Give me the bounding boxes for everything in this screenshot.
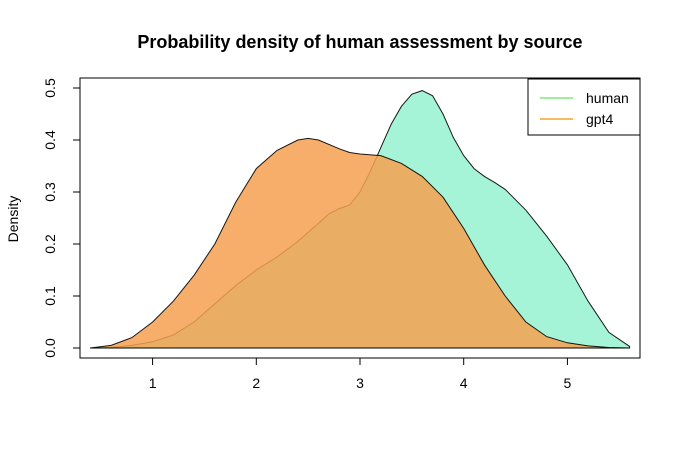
y-tick-label: 0.4 xyxy=(42,130,58,150)
y-tick-label: 0.2 xyxy=(42,234,58,254)
x-tick-label: 3 xyxy=(356,375,364,391)
x-tick-label: 5 xyxy=(564,375,572,391)
x-tick-label: 2 xyxy=(252,375,260,391)
legend: human gpt4 xyxy=(527,78,641,136)
y-tick-label: 0.1 xyxy=(42,286,58,306)
y-tick-label: 0.3 xyxy=(42,182,58,202)
legend-label-gpt4: gpt4 xyxy=(586,111,613,127)
density-area-gpt4 xyxy=(90,137,630,349)
y-tick-label: 0.5 xyxy=(42,78,58,98)
legend-box xyxy=(527,78,641,136)
x-tick-label: 4 xyxy=(460,375,468,391)
y-axis-label: Density xyxy=(5,196,21,243)
y-tick-label: 0.0 xyxy=(42,338,58,358)
chart-title: Probability density of human assessment … xyxy=(137,32,582,52)
legend-label-human: human xyxy=(586,90,629,106)
plot-area xyxy=(90,90,631,349)
axes: 1 2 3 4 5 0.0 0.1 0.2 0.3 0.4 0.5 xyxy=(42,78,572,391)
x-tick-label: 1 xyxy=(149,375,157,391)
